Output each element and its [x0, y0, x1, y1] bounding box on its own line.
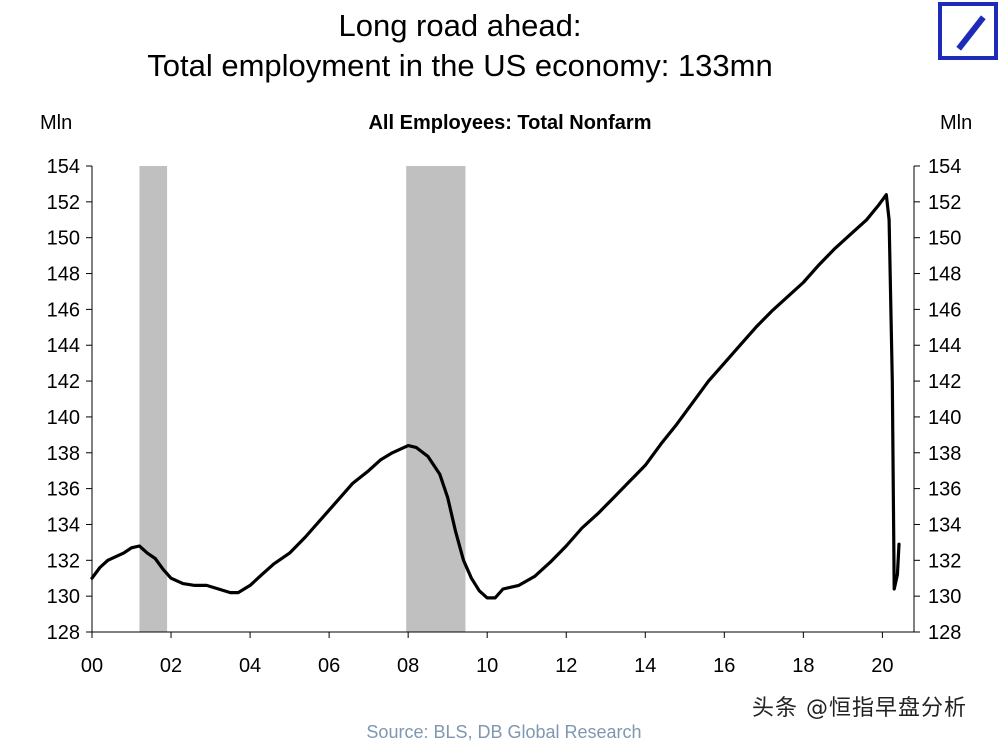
x-tick-label: 08 — [397, 655, 419, 677]
watermark: 头条 @恒指早盘分析 — [752, 696, 967, 721]
title-line-2: Total employment in the US economy: 133m… — [147, 48, 773, 83]
y-tick-label-left: 138 — [47, 443, 80, 465]
y-tick-label-right: 134 — [928, 514, 961, 536]
y-tick-label-left: 132 — [47, 550, 80, 572]
y-tick-label-left: 148 — [47, 264, 80, 286]
y-tick-label-left: 128 — [47, 622, 80, 644]
y-tick-label-right: 144 — [928, 335, 961, 357]
x-tick-label: 20 — [871, 655, 893, 677]
x-tick-label: 10 — [476, 655, 498, 677]
chart-title: All Employees: Total Nonfarm — [368, 112, 652, 134]
y-tick-label-left: 134 — [47, 514, 80, 536]
x-tick-label: 18 — [792, 655, 814, 677]
y-tick-label-left: 154 — [47, 156, 80, 178]
y-tick-label-left: 150 — [47, 228, 80, 250]
x-tick-label: 02 — [160, 655, 182, 677]
recession-band-1 — [406, 166, 466, 632]
y-tick-label-right: 128 — [928, 622, 961, 644]
y-tick-label-right: 132 — [928, 550, 961, 572]
y-tick-label-left: 144 — [47, 335, 80, 357]
y-tick-label-right: 146 — [928, 299, 961, 321]
source-note: Source: BLS, DB Global Research — [366, 722, 642, 742]
x-tick-label: 12 — [555, 655, 577, 677]
y-tick-label-right: 154 — [928, 156, 961, 178]
y-tick-label-left: 146 — [47, 299, 80, 321]
x-tick-label: 14 — [634, 655, 656, 677]
series-line-0 — [90, 193, 901, 600]
left-axis-unit: Mln — [40, 112, 73, 134]
right-axis-unit: Mln — [940, 112, 973, 134]
y-tick-label-left: 136 — [47, 479, 80, 501]
page-title: Long road ahead: Total employment in the… — [0, 6, 920, 86]
y-tick-label-right: 138 — [928, 443, 961, 465]
title-line-1: Long road ahead: — [338, 8, 582, 43]
y-tick-label-right: 152 — [928, 192, 961, 214]
y-tick-label-left: 142 — [47, 371, 80, 393]
recession-band-0 — [139, 166, 168, 632]
y-tick-label-right: 142 — [928, 371, 961, 393]
y-tick-label-right: 130 — [928, 586, 961, 608]
x-tick-label: 06 — [318, 655, 340, 677]
y-tick-label-right: 148 — [928, 264, 961, 286]
y-tick-label-left: 140 — [47, 407, 80, 429]
y-tick-label-right: 150 — [928, 228, 961, 250]
y-tick-label-left: 152 — [47, 192, 80, 214]
y-tick-label-right: 140 — [928, 407, 961, 429]
y-tick-label-right: 136 — [928, 479, 961, 501]
deutsche-bank-logo-icon — [938, 2, 998, 60]
x-tick-label: 04 — [239, 655, 261, 677]
x-tick-label: 16 — [713, 655, 735, 677]
y-tick-label-left: 130 — [47, 586, 80, 608]
x-tick-label: 00 — [81, 655, 103, 677]
